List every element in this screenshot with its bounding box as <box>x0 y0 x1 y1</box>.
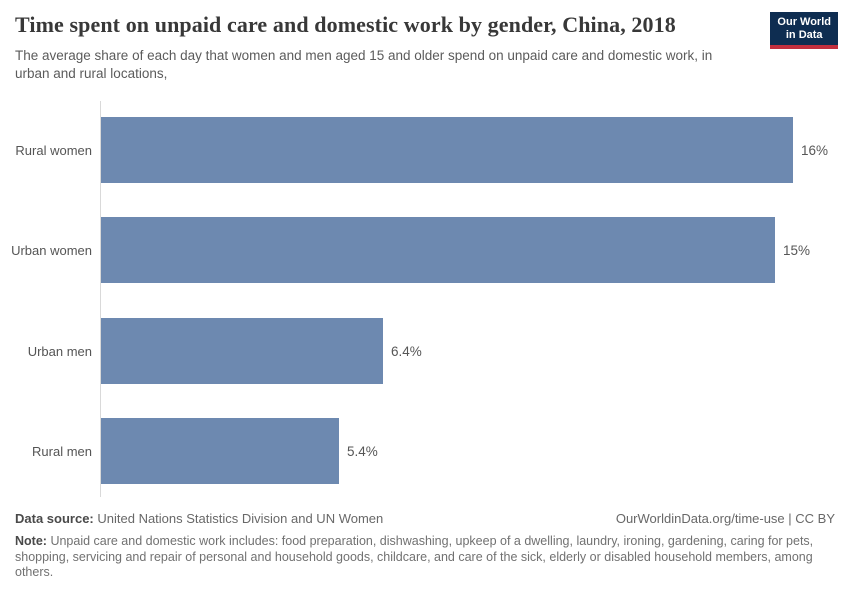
chart-row: Rural women 16% <box>0 117 828 183</box>
bar[interactable] <box>101 318 383 384</box>
value-label: 6.4% <box>391 343 422 359</box>
data-source: Data source: United Nations Statistics D… <box>15 511 383 526</box>
chart-row: Urban men 6.4% <box>0 318 422 384</box>
category-label: Rural men <box>32 443 92 459</box>
value-label: 5.4% <box>347 443 378 459</box>
chart-row: Urban women 15% <box>0 217 810 283</box>
y-axis-line <box>100 101 101 497</box>
value-label: 15% <box>783 242 811 258</box>
source-row: Data source: United Nations Statistics D… <box>15 511 835 526</box>
chart-title: Time spent on unpaid care and domestic w… <box>15 12 676 37</box>
owid-logo-line2: in Data <box>785 29 823 41</box>
chart-footer: Data source: United Nations Statistics D… <box>15 511 835 581</box>
category-label: Rural women <box>15 142 92 158</box>
category-label: Urban women <box>11 242 92 258</box>
credit-link[interactable]: OurWorldinData.org/time-use | CC BY <box>615 511 835 526</box>
note-text: Unpaid care and domestic work includes: … <box>15 534 814 579</box>
owid-logo[interactable]: Our World in Data <box>770 12 838 49</box>
data-source-text: United Nations Statistics Division and U… <box>97 511 384 526</box>
bar[interactable] <box>101 418 339 484</box>
note-label: Note: <box>15 534 47 548</box>
owid-logo-line1: Our World <box>777 16 831 28</box>
chart-row: Rural men 5.4% <box>0 418 378 484</box>
value-label: 16% <box>801 142 829 158</box>
chart-header: Time spent on unpaid care and domestic w… <box>15 12 838 83</box>
bar-chart: Rural women 16% Urban women 15% Urban men 6.4… <box>0 100 850 500</box>
data-source-label: Data source: <box>15 511 94 526</box>
chart-subtitle: The average share of each day that women… <box>15 48 713 81</box>
note: Note: Unpaid care and domestic work incl… <box>15 534 835 581</box>
bar[interactable] <box>101 117 793 183</box>
bar[interactable] <box>101 217 775 283</box>
category-label: Urban men <box>27 343 92 359</box>
